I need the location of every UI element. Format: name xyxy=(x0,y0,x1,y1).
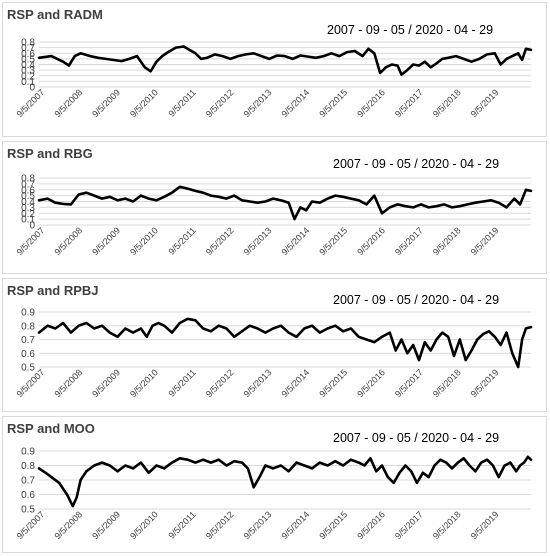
y-tick-label: 0.3 xyxy=(21,66,35,77)
date-range-label: 2007 - 09 - 05 / 2020 - 04 - 29 xyxy=(327,23,494,37)
x-tick-label: 9/5/2015 xyxy=(317,367,349,399)
x-tick-label: 9/5/2009 xyxy=(90,87,122,119)
x-tick-label: 9/5/2008 xyxy=(52,225,84,257)
x-tick-label: 9/5/2009 xyxy=(90,225,122,257)
date-range-label: 2007 - 09 - 05 / 2020 - 04 - 29 xyxy=(333,293,500,307)
y-tick-label: 0.2 xyxy=(21,209,35,220)
chart-panel-moo: RSP and MOO 2007 - 09 - 05 / 2020 - 04 -… xyxy=(2,416,547,553)
y-tick-label: 0.1 xyxy=(21,215,35,226)
x-tick-label: 9/5/2016 xyxy=(355,225,387,257)
chart-panel-rpbj: RSP and RPBJ 2007 - 09 - 05 / 2020 - 04 … xyxy=(2,278,547,412)
x-tick-label: 9/5/2013 xyxy=(242,367,274,399)
y-tick-label: 0.6 xyxy=(21,490,35,501)
chart-title: RSP and RBG xyxy=(7,146,93,161)
x-tick-label: 9/5/2010 xyxy=(128,509,160,541)
x-tick-label: 9/5/2009 xyxy=(90,367,122,399)
x-tick-label: 9/5/2017 xyxy=(393,225,425,257)
chart-plot: 00.10.20.30.40.50.60.70.89/5/2007 9/5/200… xyxy=(15,38,533,119)
x-tick-label: 9/5/2012 xyxy=(204,367,236,399)
date-range-label: 2007 - 09 - 05 / 2020 - 04 - 29 xyxy=(333,157,500,171)
y-tick-label: 0.2 xyxy=(21,71,35,82)
x-tick-label: 9/5/2015 xyxy=(317,87,349,119)
y-tick-label: 0.5 xyxy=(21,54,35,65)
x-tick-label: 9/5/2018 xyxy=(431,225,463,257)
x-tick-label: 9/5/2008 xyxy=(52,509,84,541)
y-tick-label: 0 xyxy=(29,221,35,232)
series-line xyxy=(37,317,533,369)
y-tick-label: 0.8 xyxy=(21,321,35,332)
y-tick-label: 0.3 xyxy=(21,203,35,214)
y-tick-label: 0.5 xyxy=(21,191,35,202)
x-tick-label: 9/5/2012 xyxy=(204,87,236,119)
chart-plot: 0.50.60.70.80.99/5/2007 9/5/2008 9/5/2009 9… xyxy=(15,308,533,399)
series-line xyxy=(37,455,533,508)
series-line xyxy=(37,185,533,221)
x-tick-label: 9/5/2013 xyxy=(242,509,274,541)
y-tick-label: 0.1 xyxy=(21,77,35,88)
chart-panel-radm: RSP and RADM 2007 - 09 - 05 / 2020 - 04 … xyxy=(2,2,547,137)
x-tick-label: 9/5/2010 xyxy=(128,367,160,399)
x-tick-label: 9/5/2009 xyxy=(90,509,122,541)
y-tick-label: 0.4 xyxy=(21,197,35,208)
x-tick-label: 9/5/2018 xyxy=(431,87,463,119)
x-tick-label: 9/5/2011 xyxy=(166,367,197,398)
x-tick-label: 9/5/2014 xyxy=(279,367,311,399)
y-tick-label: 0.6 xyxy=(21,349,35,360)
series-line xyxy=(37,45,533,76)
chart-plot: 00.10.20.30.40.50.60.70.89/5/2007 9/5/200… xyxy=(15,174,533,257)
y-tick-label: 0.8 xyxy=(21,461,35,472)
y-tick-label: 0.8 xyxy=(21,38,35,49)
y-tick-label: 0.9 xyxy=(21,308,35,319)
x-tick-label: 9/5/2012 xyxy=(204,225,236,257)
chart-title: RSP and RPBJ xyxy=(7,283,99,298)
x-tick-label: 9/5/2008 xyxy=(52,87,84,119)
x-tick-label: 9/5/2018 xyxy=(431,509,463,541)
y-tick-label: 0.6 xyxy=(21,185,35,196)
x-tick-label: 9/5/2011 xyxy=(166,87,197,118)
x-tick-label: 9/5/2019 xyxy=(469,509,501,541)
x-tick-label: 9/5/2019 xyxy=(469,367,501,399)
x-tick-label: 9/5/2019 xyxy=(469,225,501,257)
y-tick-label: 0.6 xyxy=(21,49,35,60)
x-tick-label: 9/5/2016 xyxy=(355,509,387,541)
chart-panel-rbg: RSP and RBG 2007 - 09 - 05 / 2020 - 04 -… xyxy=(2,141,547,274)
y-tick-label: 0 xyxy=(29,83,35,94)
x-tick-label: 9/5/2013 xyxy=(242,87,274,119)
x-tick-label: 9/5/2019 xyxy=(469,87,501,119)
y-tick-label: 0.7 xyxy=(21,43,35,54)
x-tick-label: 9/5/2014 xyxy=(279,509,311,541)
chart-title: RSP and RADM xyxy=(7,7,103,22)
y-tick-label: 0.7 xyxy=(21,179,35,190)
x-tick-label: 9/5/2017 xyxy=(393,87,425,119)
y-tick-label: 0.7 xyxy=(21,335,35,346)
y-tick-label: 0.7 xyxy=(21,476,35,487)
x-tick-label: 9/5/2011 xyxy=(166,225,197,256)
x-tick-label: 9/5/2015 xyxy=(317,225,349,257)
y-tick-label: 0.4 xyxy=(21,60,35,71)
chart-title: RSP and MOO xyxy=(7,421,95,436)
x-tick-label: 9/5/2015 xyxy=(317,509,349,541)
date-range-label: 2007 - 09 - 05 / 2020 - 04 - 29 xyxy=(333,431,500,445)
y-tick-label: 0.5 xyxy=(21,505,35,516)
x-tick-label: 9/5/2010 xyxy=(128,225,160,257)
y-tick-label: 0.8 xyxy=(21,174,35,185)
y-tick-label: 0.5 xyxy=(21,363,35,374)
x-tick-label: 9/5/2017 xyxy=(393,509,425,541)
x-tick-label: 9/5/2011 xyxy=(166,509,197,540)
x-tick-label: 9/5/2014 xyxy=(279,225,311,257)
y-tick-label: 0.9 xyxy=(21,447,35,458)
x-tick-label: 9/5/2013 xyxy=(242,225,274,257)
x-tick-label: 9/5/2012 xyxy=(204,509,236,541)
x-tick-label: 9/5/2008 xyxy=(52,367,84,399)
x-tick-label: 9/5/2016 xyxy=(355,87,387,119)
x-tick-label: 9/5/2018 xyxy=(431,367,463,399)
x-tick-label: 9/5/2010 xyxy=(128,87,160,119)
x-tick-label: 9/5/2017 xyxy=(393,367,425,399)
chart-plot: 0.50.60.70.80.99/5/2007 9/5/2008 9/5/2009 9… xyxy=(15,447,533,541)
x-tick-label: 9/5/2014 xyxy=(279,87,311,119)
x-tick-label: 9/5/2016 xyxy=(355,367,387,399)
